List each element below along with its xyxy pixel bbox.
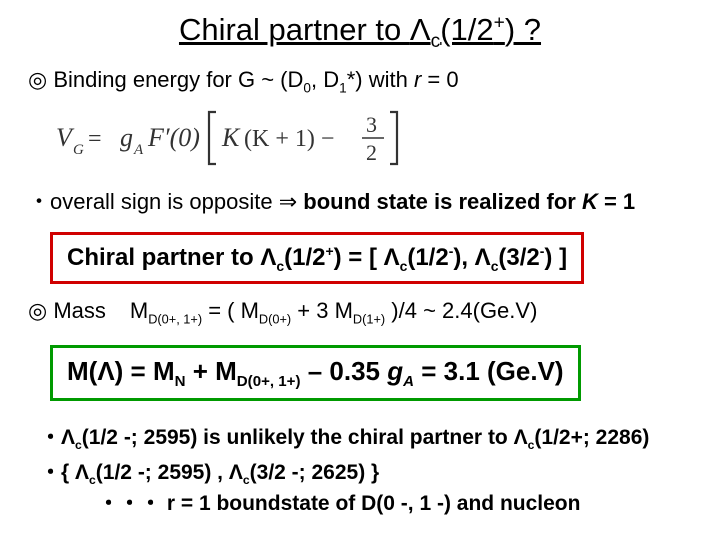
rb-t3: ) = [ Λ — [334, 244, 400, 271]
binding-sub0: 0 — [303, 81, 311, 96]
tl2-t1: { Λ — [61, 461, 89, 484]
formula-num: 3 — [366, 112, 377, 137]
title-prefix: Chiral partner to — [179, 12, 410, 47]
rb-p1: + — [325, 243, 333, 259]
mass-t1: M — [130, 298, 148, 323]
mass-bullet: ◎ — [28, 298, 47, 323]
overall-bold1: bound state is realized for — [303, 189, 582, 214]
formula-A: A — [133, 142, 144, 158]
binding-t4: = 0 — [421, 67, 458, 92]
gb-t2: + M — [186, 356, 237, 386]
gb-A: A — [403, 373, 414, 390]
overall-dot: ・ — [28, 189, 50, 214]
formula-eq: = — [88, 126, 102, 152]
formula-den: 2 — [366, 140, 377, 165]
formula-svg: V G = g A F′(0) K (K + 1) − 3 2 — [56, 106, 426, 170]
gb-s2: D(0+, 1+) — [237, 373, 301, 390]
mass-result-box: M(Λ) = MN + MD(0+, 1+) – 0.35 gA = 3.1 (… — [50, 345, 581, 401]
binding-t3: *) with — [347, 67, 414, 92]
mass-label: Mass — [53, 298, 106, 323]
tl1-c1: c — [75, 438, 82, 452]
mass-expr: MD(0+, 1+) = ( MD(0+) + 3 MD(1+) )/4 ~ 2… — [130, 298, 538, 326]
tail-line-2b: ・・・ r = 1 boundstate of D(0 -, 1 -) and … — [98, 487, 692, 517]
formula-K1: K — [221, 123, 241, 152]
overall-arrow: ⇒ — [279, 189, 304, 214]
gb-t3: – 0.35 — [301, 356, 388, 386]
formula-K2: (K + 1) − — [244, 126, 334, 152]
binding-sub1: 1 — [339, 81, 347, 96]
mass-s3: D(1+) — [353, 312, 385, 327]
tl2-t3: (3/2 -; 2625) } — [250, 461, 380, 484]
tl2-c1: c — [89, 473, 96, 487]
overall-t1: overall sign is opposite — [50, 189, 279, 214]
title-lparen: (1/2 — [440, 12, 493, 47]
rb-t4: (1/2 — [407, 244, 448, 271]
formula-block: V G = g A F′(0) K (K + 1) − 3 2 — [56, 106, 692, 170]
gb-t4: = 3.1 (Ge.V) — [414, 356, 564, 386]
rb-t1: Chiral partner to Λ — [67, 244, 276, 271]
overall-line: ・overall sign is opposite ⇒ bound state … — [28, 184, 692, 216]
title-lambda: Λ — [410, 12, 431, 47]
chiral-partner-box: Chiral partner to Λc(1/2+) = [ Λc(1/2-),… — [50, 232, 584, 285]
mass-t3: + 3 M — [291, 298, 353, 323]
gb-t1: M(Λ) = M — [67, 356, 175, 386]
page-title: Chiral partner to Λc(1/2+) ? — [28, 12, 692, 53]
tl3-dots: ・・・ — [98, 492, 161, 515]
gb-s1: N — [175, 373, 186, 390]
binding-t1: Binding energy for G ~ (D — [53, 67, 303, 92]
tl2-c2: c — [243, 473, 250, 487]
overall-bold2: = 1 — [598, 189, 635, 214]
tail-line-2a: ・{ Λc(1/2 -; 2595) , Λc(3/2 -; 2625) } — [40, 456, 692, 487]
tail-line-1: ・Λc(1/2 -; 2595) is unlikely the chiral … — [40, 421, 692, 452]
formula-g: g — [120, 123, 133, 152]
mass-t2: = ( M — [202, 298, 259, 323]
mass-t4: )/4 ~ 2.4(Ge.V) — [385, 298, 537, 323]
gb-g: g — [387, 356, 403, 386]
tl1-t2: (1/2 -; 2595) is unlikely the chiral par… — [82, 426, 528, 449]
formula-G: G — [73, 142, 84, 158]
rb-c1: c — [276, 257, 284, 273]
mass-row: ◎ Mass MD(0+, 1+) = ( MD(0+) + 3 MD(1+) … — [28, 298, 692, 326]
tl2-dot: ・ — [40, 461, 61, 484]
tl1-t1: Λ — [61, 426, 75, 449]
title-sup-plus: + — [494, 13, 505, 34]
binding-bullet: ◎ — [28, 67, 47, 92]
binding-t2: , D — [311, 67, 339, 92]
binding-line: ◎ Binding energy for G ~ (D0, D1*) with … — [28, 67, 692, 95]
overall-K: K — [582, 189, 598, 214]
tl3-text: r = 1 boundstate of D(0 -, 1 -) and nucl… — [161, 492, 580, 515]
mass-s1: D(0+, 1+) — [148, 312, 202, 327]
tl1-t3: (1/2+; 2286) — [534, 426, 649, 449]
mass-s2: D(0+) — [259, 312, 291, 327]
title-suffix: ) ? — [505, 12, 541, 47]
rb-t2: (1/2 — [284, 244, 325, 271]
rb-t7: ) ] — [544, 244, 567, 271]
rb-t5: ), Λ — [453, 244, 490, 271]
rb-t6: (3/2 — [498, 244, 539, 271]
title-sub-c: c — [431, 31, 441, 52]
tl2-t2: (1/2 -; 2595) , Λ — [96, 461, 243, 484]
tl1-dot: ・ — [40, 426, 61, 449]
formula-Fp: F′(0) — [147, 123, 200, 152]
